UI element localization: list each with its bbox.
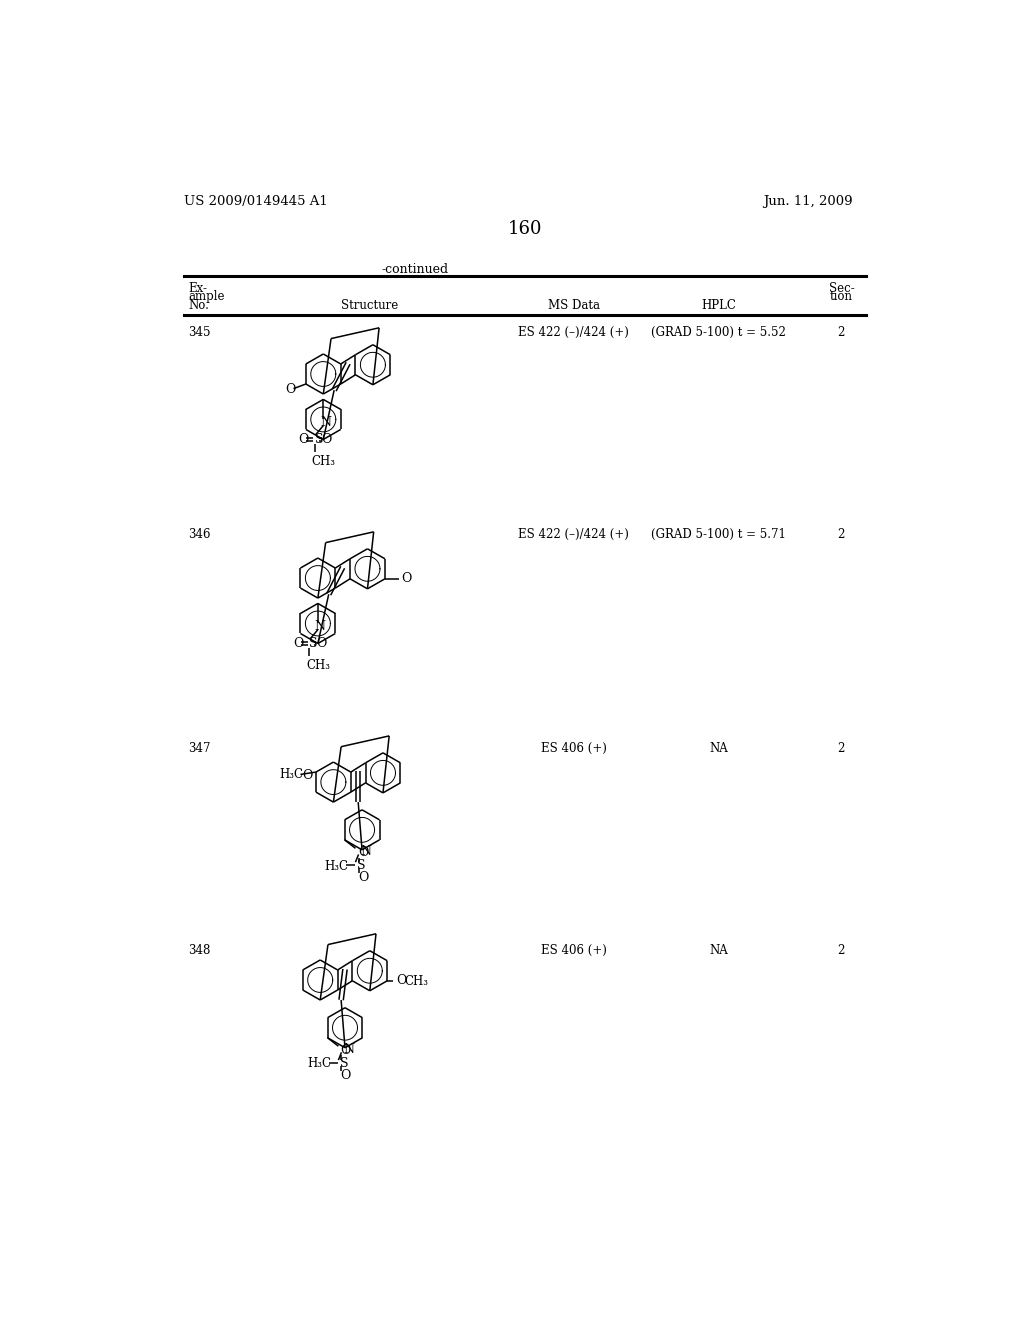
Text: CH₃: CH₃ (404, 975, 428, 989)
Text: ES 422 (–)/424 (+): ES 422 (–)/424 (+) (518, 326, 629, 339)
Text: S: S (314, 433, 324, 446)
Text: O: O (341, 1069, 351, 1082)
Text: No.: No. (188, 298, 209, 312)
Text: Sec-: Sec- (829, 281, 855, 294)
Text: O: O (302, 768, 312, 781)
Text: MS Data: MS Data (548, 298, 600, 312)
Text: H₃C: H₃C (307, 1057, 332, 1071)
Text: 347: 347 (188, 742, 211, 755)
Text: US 2009/0149445 A1: US 2009/0149445 A1 (183, 195, 328, 209)
Text: 2: 2 (838, 326, 845, 339)
Text: 348: 348 (188, 944, 211, 957)
Text: O: O (299, 433, 309, 446)
Text: Jun. 11, 2009: Jun. 11, 2009 (764, 195, 853, 209)
Text: N: N (360, 845, 371, 858)
Text: S: S (357, 859, 366, 871)
Text: 2: 2 (838, 528, 845, 541)
Text: O: O (395, 974, 407, 987)
Text: O: O (322, 433, 332, 446)
Text: -continued: -continued (381, 263, 449, 276)
Text: CH₃: CH₃ (306, 659, 331, 672)
Text: (GRAD 5-100) t = 5.71: (GRAD 5-100) t = 5.71 (651, 528, 786, 541)
Text: 2: 2 (838, 944, 845, 957)
Text: O: O (357, 871, 369, 884)
Text: Ex-: Ex- (188, 281, 208, 294)
Text: 345: 345 (188, 326, 211, 339)
Text: O: O (357, 846, 369, 859)
Text: ES 422 (–)/424 (+): ES 422 (–)/424 (+) (518, 528, 629, 541)
Text: 2: 2 (838, 742, 845, 755)
Text: NA: NA (710, 742, 728, 755)
Text: N: N (343, 1043, 354, 1056)
Text: 346: 346 (188, 528, 211, 541)
Text: S: S (340, 1056, 348, 1069)
Text: ES 406 (+): ES 406 (+) (541, 742, 606, 755)
Text: tion: tion (829, 290, 852, 304)
Text: (GRAD 5-100) t = 5.52: (GRAD 5-100) t = 5.52 (651, 326, 786, 339)
Text: O: O (316, 638, 327, 649)
Text: N: N (321, 416, 331, 429)
Text: ES 406 (+): ES 406 (+) (541, 944, 606, 957)
Text: O: O (341, 1044, 351, 1057)
Text: O: O (285, 383, 295, 396)
Text: H₃C: H₃C (280, 768, 303, 781)
Text: ample: ample (188, 290, 225, 304)
Text: HPLC: HPLC (701, 298, 736, 312)
Text: N: N (314, 620, 326, 634)
Text: S: S (309, 638, 317, 649)
Text: O: O (401, 573, 412, 585)
Text: 160: 160 (508, 220, 542, 238)
Text: H₃C: H₃C (325, 859, 348, 873)
Text: Structure: Structure (341, 298, 398, 312)
Text: CH₃: CH₃ (311, 454, 336, 467)
Text: NA: NA (710, 944, 728, 957)
Text: O: O (293, 638, 303, 649)
